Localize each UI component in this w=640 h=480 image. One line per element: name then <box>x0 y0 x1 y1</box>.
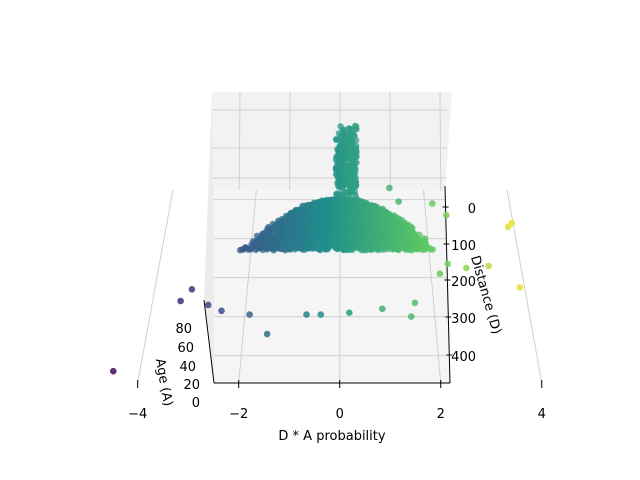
data-points <box>110 122 524 375</box>
z-tick-label: 0 <box>192 396 200 411</box>
left-pane <box>204 92 214 383</box>
data-point <box>416 231 423 238</box>
data-point <box>352 181 360 188</box>
data-point <box>204 301 212 309</box>
grid-line <box>423 189 442 384</box>
data-point <box>218 307 225 315</box>
z-axis-line <box>203 299 215 384</box>
data-point <box>379 305 386 313</box>
z-tick-label: 80 <box>175 322 192 337</box>
z-tick-label: 40 <box>179 360 196 375</box>
grid-line <box>238 91 241 191</box>
x-tick-label: 2 <box>437 407 445 422</box>
data-point <box>485 262 492 270</box>
y-tick-label: 0 <box>468 202 476 217</box>
data-point <box>409 224 416 232</box>
y-tick-label: 400 <box>451 350 476 365</box>
data-point <box>353 148 360 155</box>
x-axis-label: D * A probability <box>278 429 385 444</box>
data-point <box>246 311 253 318</box>
data-point <box>110 367 117 375</box>
data-point <box>353 159 360 166</box>
data-point <box>353 125 360 133</box>
back-pane <box>212 92 452 190</box>
data-point <box>407 313 415 320</box>
x-tick-label: −4 <box>128 407 147 422</box>
data-point <box>411 299 419 307</box>
data-point <box>395 198 402 205</box>
y-axis-line <box>444 185 451 384</box>
data-point <box>436 270 444 278</box>
y-tick-label: 100 <box>451 239 476 254</box>
data-point <box>463 264 470 272</box>
data-point <box>352 136 360 144</box>
z-tick-label: 60 <box>177 341 194 356</box>
y-tick-label: 300 <box>451 312 476 327</box>
grid-line <box>439 91 442 191</box>
data-point <box>188 286 196 293</box>
data-point <box>353 142 360 149</box>
z-tick-label: 20 <box>183 378 200 393</box>
data-point <box>353 153 360 161</box>
data-point <box>443 211 450 219</box>
data-point <box>386 184 393 192</box>
data-point <box>444 260 452 268</box>
x-tick-label: 0 <box>336 407 344 422</box>
data-point <box>429 246 437 253</box>
data-point <box>429 200 436 207</box>
grid-line <box>238 189 257 384</box>
axes <box>137 185 543 388</box>
data-point <box>177 297 184 305</box>
grid-line <box>506 189 543 384</box>
z-axis-label: Age (A) <box>152 357 175 407</box>
x-tick-label: 4 <box>538 407 546 422</box>
data-point <box>317 311 325 318</box>
x-tick-label: −2 <box>229 407 248 422</box>
data-point <box>346 309 353 317</box>
data-point <box>508 219 515 227</box>
data-point <box>516 284 524 291</box>
data-point <box>340 126 347 133</box>
y-tick-label: 200 <box>451 275 476 290</box>
data-point <box>303 311 310 318</box>
data-point <box>263 330 271 338</box>
grid-line <box>137 189 174 384</box>
data-point <box>352 166 359 173</box>
